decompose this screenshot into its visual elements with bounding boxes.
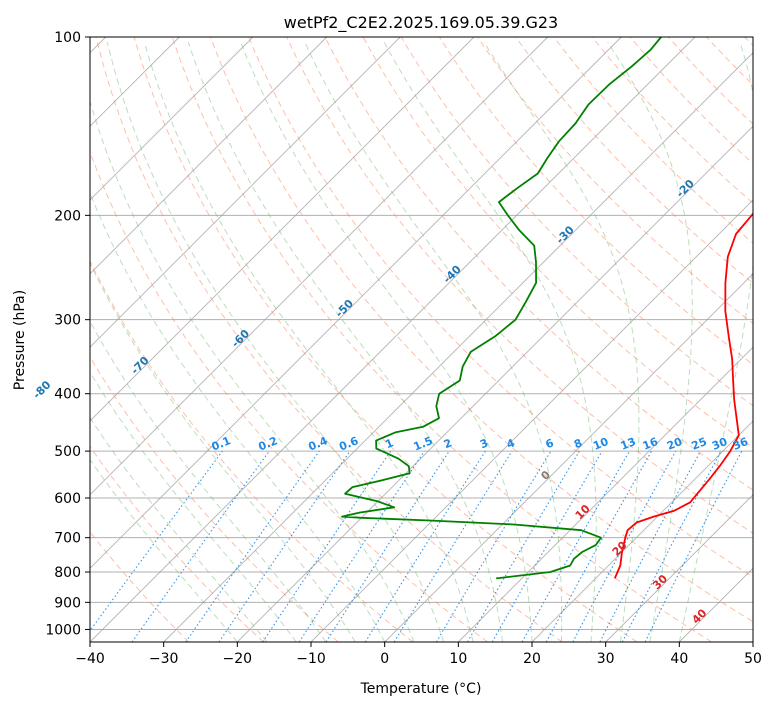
- isotherm-line: [90, 37, 475, 422]
- dry-adiabat-line: [286, 37, 753, 534]
- dry-adiabat-line: [90, 445, 264, 642]
- x-tick-label: −40: [75, 651, 105, 667]
- mixing-ratio-label: 30: [710, 435, 729, 453]
- isotherm-line: [531, 420, 753, 642]
- dry-adiabat-line: [248, 37, 753, 578]
- isotherm-line: [90, 37, 254, 201]
- x-tick-label: 30: [597, 651, 615, 667]
- chart-title: wetPf2_C2E2.2025.169.05.39.G23: [284, 13, 558, 33]
- isotherm-line: [752, 641, 753, 642]
- moist-adiabat-line: [90, 261, 356, 642]
- mixing-ratio-line: [393, 450, 513, 642]
- y-tick-label: 300: [54, 313, 81, 329]
- moist-adiabat-line: [304, 41, 563, 642]
- isotherm-line: [236, 125, 753, 642]
- moist-adiabat-line: [90, 416, 268, 642]
- isotherm-line: [90, 37, 622, 569]
- dry-adiabat-line: [133, 37, 638, 642]
- moist-adiabat-line: [90, 371, 297, 642]
- moist-adiabat-line: [383, 41, 597, 642]
- moist-adiabat-line: [90, 320, 327, 642]
- mixing-ratio-line: [218, 450, 351, 642]
- mixing-ratio-line: [298, 450, 425, 642]
- dry-adiabat-line: [515, 37, 753, 284]
- isotherm-line: [90, 37, 549, 496]
- mixing-ratio-line: [644, 450, 743, 642]
- y-tick-label: 700: [54, 531, 81, 547]
- isotherm-line: [90, 37, 401, 348]
- mixing-ratio-label: 36: [731, 435, 750, 453]
- x-tick-label: 20: [523, 651, 541, 667]
- dewpoint-line: [341, 37, 662, 580]
- x-tick-label: −10: [296, 651, 326, 667]
- moist-adiabat-line: [90, 99, 415, 642]
- x-tick-label: 50: [744, 651, 762, 667]
- mixing-ratio-label: 25: [690, 435, 709, 453]
- dry-adiabat-label: -80: [30, 378, 53, 401]
- dry-adiabat-line: [90, 356, 339, 642]
- moist-adiabat-line: [240, 41, 533, 642]
- mixing-ratio-label: 1: [383, 436, 395, 451]
- y-tick-label: 900: [54, 595, 81, 611]
- mixing-ratio-line: [545, 450, 653, 642]
- y-tick-label: 100: [54, 30, 81, 46]
- isotherm-line: [90, 37, 696, 642]
- mixing-ratio-line: [185, 450, 320, 642]
- mixing-ratio-line: [90, 450, 223, 632]
- y-tick-label: 800: [54, 565, 81, 581]
- x-axis-label: Temperature (°C): [360, 681, 482, 697]
- x-tick-label: 40: [670, 651, 688, 667]
- y-tick-label: 200: [54, 208, 81, 224]
- y-tick-label: 400: [54, 387, 81, 403]
- dry-adiabat-line: [171, 37, 712, 642]
- mixing-ratio-line: [131, 450, 270, 642]
- dry-adiabat-line: [95, 37, 563, 642]
- temperature-line: [613, 212, 753, 579]
- isotherm-line: [384, 273, 753, 642]
- mixing-ratio-line: [572, 450, 677, 642]
- mixing-ratio-label: 10: [591, 435, 610, 453]
- x-tick-label: −30: [149, 651, 179, 667]
- x-tick-label: 0: [380, 651, 389, 667]
- y-tick-label: 600: [54, 491, 81, 507]
- y-tick-label: 1000: [45, 622, 81, 638]
- isotherm-line: [90, 37, 328, 275]
- y-tick-label: 500: [54, 444, 81, 460]
- x-tick-label: 10: [449, 651, 467, 667]
- plot-frame: [89, 36, 754, 643]
- mixing-ratio-line: [325, 450, 450, 642]
- mixing-ratio-label: 20: [665, 435, 684, 453]
- isotherm-line: [605, 494, 753, 642]
- axis-ticks: −40 −30 −20 −10 0 10 20 30 40 50 1000 900 800 700 600 5…: [45, 30, 762, 667]
- isotherm-line: [457, 346, 753, 642]
- moist-adiabat-line: [143, 41, 474, 642]
- background-lines: [90, 37, 753, 642]
- moist-adiabat-line: [607, 41, 693, 642]
- dry-adiabat-line: [210, 37, 753, 623]
- moist-adiabat-line: [678, 41, 753, 642]
- mixing-ratio-label: 16: [641, 435, 660, 453]
- mixing-ratio-line: [521, 450, 630, 642]
- moist-adiabat-line: [187, 41, 503, 642]
- mixing-ratio-label: 8: [572, 436, 584, 451]
- mixing-ratio-label: 2: [442, 436, 454, 451]
- moist-adiabat-line: [90, 458, 238, 642]
- moist-adiabat-line: [483, 41, 640, 642]
- dry-adiabat-line: [90, 259, 414, 642]
- y-axis-label: Pressure (hPa): [12, 290, 28, 390]
- plot-background: [90, 37, 753, 642]
- sounding-series: [341, 37, 753, 580]
- mixing-ratio-label: 13: [619, 435, 638, 453]
- mixing-ratio-label: 3: [478, 436, 490, 451]
- dry-adiabat-line: [324, 37, 753, 491]
- isotherm-line: [163, 52, 753, 642]
- x-tick-label: −20: [223, 651, 253, 667]
- moist-adiabat-line: [106, 41, 445, 642]
- mixing-ratio-line: [262, 450, 392, 642]
